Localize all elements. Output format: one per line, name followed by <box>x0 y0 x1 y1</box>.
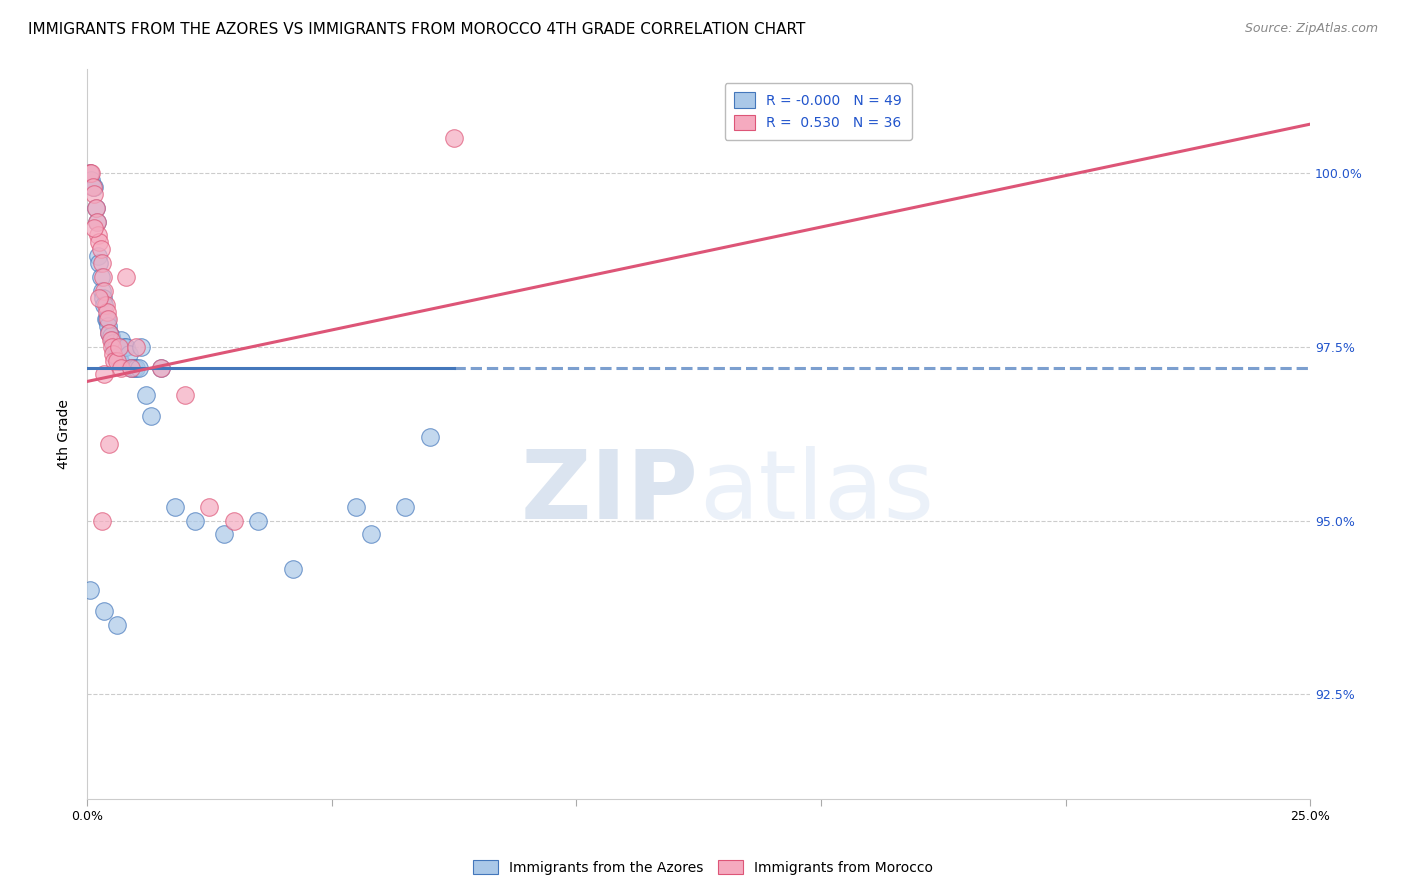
Point <box>94 311 117 326</box>
Point <box>125 340 148 354</box>
Point <box>184 514 207 528</box>
Point <box>86 214 108 228</box>
Point <box>82 179 104 194</box>
Point <box>165 500 187 514</box>
Point <box>89 256 111 270</box>
Point <box>87 228 110 243</box>
Point <box>96 311 118 326</box>
Point <box>94 298 117 312</box>
Y-axis label: 4th Grade: 4th Grade <box>58 399 72 468</box>
Text: atlas: atlas <box>699 445 934 539</box>
Point <box>103 340 125 354</box>
Point <box>120 360 142 375</box>
Point <box>118 346 141 360</box>
Point <box>105 353 128 368</box>
Point <box>108 353 131 368</box>
Point <box>100 340 122 354</box>
Point <box>222 514 245 528</box>
Point <box>115 270 138 285</box>
Point <box>79 166 101 180</box>
Point <box>93 284 115 298</box>
Text: ZIP: ZIP <box>520 445 699 539</box>
Point <box>98 437 121 451</box>
Point <box>149 360 172 375</box>
Point <box>112 340 135 354</box>
Point <box>98 326 121 340</box>
Point <box>105 617 128 632</box>
Point <box>89 291 111 305</box>
Point <box>93 604 115 618</box>
Legend: R = -0.000   N = 49, R =  0.530   N = 36: R = -0.000 N = 49, R = 0.530 N = 36 <box>724 83 912 140</box>
Point <box>394 500 416 514</box>
Point <box>104 340 127 354</box>
Point <box>91 291 114 305</box>
Point <box>91 270 114 285</box>
Point <box>82 179 104 194</box>
Point <box>419 430 441 444</box>
Point <box>122 360 145 375</box>
Point <box>128 360 150 375</box>
Point <box>87 249 110 263</box>
Point <box>129 340 152 354</box>
Point <box>96 305 118 319</box>
Point <box>84 201 107 215</box>
Point <box>443 131 465 145</box>
Point <box>212 527 235 541</box>
Point <box>344 500 367 514</box>
Point <box>100 329 122 343</box>
Point <box>101 346 124 360</box>
Point <box>120 360 142 375</box>
Text: IMMIGRANTS FROM THE AZORES VS IMMIGRANTS FROM MOROCCO 4TH GRADE CORRELATION CHAR: IMMIGRANTS FROM THE AZORES VS IMMIGRANTS… <box>28 22 806 37</box>
Point <box>90 243 112 257</box>
Point <box>149 360 172 375</box>
Point <box>89 235 111 250</box>
Point <box>100 333 122 347</box>
Point <box>86 214 108 228</box>
Point <box>360 527 382 541</box>
Point <box>110 333 132 347</box>
Point <box>79 583 101 598</box>
Point <box>83 186 105 201</box>
Point <box>90 270 112 285</box>
Point <box>79 166 101 180</box>
Point <box>80 173 103 187</box>
Point <box>125 360 148 375</box>
Point <box>101 336 124 351</box>
Point <box>97 318 120 333</box>
Point <box>98 326 121 340</box>
Legend: Immigrants from the Azores, Immigrants from Morocco: Immigrants from the Azores, Immigrants f… <box>468 855 938 880</box>
Text: Source: ZipAtlas.com: Source: ZipAtlas.com <box>1244 22 1378 36</box>
Point <box>83 221 105 235</box>
Point <box>139 409 162 424</box>
Point <box>97 311 120 326</box>
Point <box>115 340 138 354</box>
Point <box>83 179 105 194</box>
Point <box>247 514 270 528</box>
Point <box>100 333 122 347</box>
Point <box>135 388 157 402</box>
Point <box>174 388 197 402</box>
Point <box>108 340 131 354</box>
Point <box>93 298 115 312</box>
Point <box>107 350 129 364</box>
Point <box>90 256 112 270</box>
Point <box>103 353 125 368</box>
Point <box>84 201 107 215</box>
Point <box>90 284 112 298</box>
Point <box>93 368 115 382</box>
Point <box>110 360 132 375</box>
Point <box>110 353 132 368</box>
Point <box>105 346 128 360</box>
Point <box>90 514 112 528</box>
Point <box>281 562 304 576</box>
Point <box>80 166 103 180</box>
Point <box>198 500 221 514</box>
